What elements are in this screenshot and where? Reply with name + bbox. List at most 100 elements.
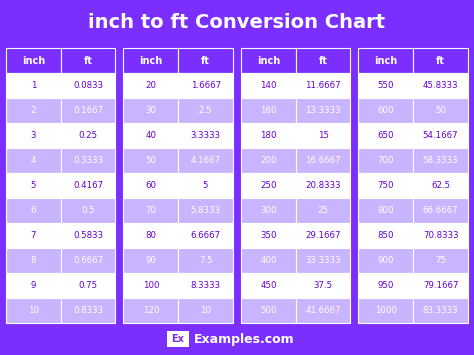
Bar — [358, 273, 413, 298]
Text: 80: 80 — [146, 231, 156, 240]
Text: ft: ft — [201, 55, 210, 66]
Text: 60: 60 — [146, 181, 156, 190]
Text: 850: 850 — [378, 231, 394, 240]
Text: 0.1667: 0.1667 — [73, 106, 103, 115]
Text: 0.8333: 0.8333 — [73, 306, 103, 315]
Bar — [358, 248, 413, 273]
Bar — [124, 273, 178, 298]
Bar — [178, 98, 233, 123]
Text: 6: 6 — [31, 206, 36, 215]
Text: 4.1667: 4.1667 — [191, 156, 221, 165]
Bar — [296, 148, 350, 173]
Text: 180: 180 — [260, 131, 277, 140]
Bar — [241, 123, 296, 148]
Bar — [124, 298, 178, 323]
Text: 66.6667: 66.6667 — [423, 206, 458, 215]
Text: 29.1667: 29.1667 — [305, 231, 341, 240]
Bar — [6, 148, 61, 173]
Text: 15: 15 — [318, 131, 328, 140]
Text: 450: 450 — [260, 281, 277, 290]
Bar — [61, 148, 116, 173]
Text: 33.3333: 33.3333 — [305, 256, 341, 265]
Bar — [124, 73, 178, 98]
Text: 950: 950 — [378, 281, 394, 290]
Text: 500: 500 — [260, 306, 277, 315]
Bar — [6, 223, 61, 248]
Text: Examples.com: Examples.com — [194, 333, 295, 345]
Text: inch to ft Conversion Chart: inch to ft Conversion Chart — [89, 12, 385, 32]
Bar — [61, 248, 116, 273]
Text: 5: 5 — [31, 181, 36, 190]
Bar — [167, 331, 189, 347]
Text: Ex: Ex — [172, 334, 184, 344]
Bar — [413, 248, 468, 273]
Bar — [178, 248, 233, 273]
Bar — [296, 173, 350, 198]
Bar — [61, 198, 116, 223]
Bar — [178, 148, 233, 173]
Text: 9: 9 — [31, 281, 36, 290]
Bar — [358, 298, 413, 323]
Text: 800: 800 — [378, 206, 394, 215]
Bar — [358, 223, 413, 248]
Text: 70: 70 — [146, 206, 156, 215]
Bar — [241, 223, 296, 248]
Text: 7: 7 — [31, 231, 36, 240]
Text: 79.1667: 79.1667 — [423, 281, 458, 290]
Text: 1.6667: 1.6667 — [191, 81, 221, 90]
Text: 90: 90 — [146, 256, 156, 265]
Bar — [241, 48, 296, 73]
Bar — [296, 223, 350, 248]
Bar — [6, 98, 61, 123]
Bar — [178, 298, 233, 323]
Bar — [296, 198, 350, 223]
Text: 5: 5 — [203, 181, 209, 190]
Text: 350: 350 — [260, 231, 277, 240]
Bar — [61, 123, 116, 148]
Text: 0.5833: 0.5833 — [73, 231, 103, 240]
Text: 600: 600 — [378, 106, 394, 115]
Bar — [178, 73, 233, 98]
Bar — [296, 48, 350, 73]
Text: 1000: 1000 — [375, 306, 397, 315]
Bar — [358, 148, 413, 173]
Bar — [6, 298, 61, 323]
Text: 13.3333: 13.3333 — [305, 106, 341, 115]
Text: 58.3333: 58.3333 — [423, 156, 458, 165]
Bar — [241, 73, 296, 98]
Text: inch: inch — [374, 55, 398, 66]
Text: 83.3333: 83.3333 — [423, 306, 458, 315]
Bar — [296, 298, 350, 323]
Text: ft: ft — [84, 55, 92, 66]
Bar — [6, 48, 61, 73]
Text: 2: 2 — [31, 106, 36, 115]
Text: 70.8333: 70.8333 — [423, 231, 458, 240]
Text: 2.5: 2.5 — [199, 106, 212, 115]
Bar — [124, 173, 178, 198]
Text: 700: 700 — [378, 156, 394, 165]
Bar — [178, 198, 233, 223]
Text: 200: 200 — [260, 156, 277, 165]
Bar — [124, 148, 178, 173]
Text: 0.75: 0.75 — [79, 281, 98, 290]
Bar — [241, 273, 296, 298]
Text: 25: 25 — [318, 206, 328, 215]
Text: 0.0833: 0.0833 — [73, 81, 103, 90]
Bar — [413, 298, 468, 323]
Text: 3.3333: 3.3333 — [191, 131, 221, 140]
Text: 0.5: 0.5 — [82, 206, 95, 215]
Text: 0.6667: 0.6667 — [73, 256, 103, 265]
Text: 30: 30 — [146, 106, 156, 115]
Text: inch: inch — [257, 55, 280, 66]
Bar — [241, 148, 296, 173]
Bar — [178, 48, 233, 73]
Bar — [413, 148, 468, 173]
Bar — [358, 198, 413, 223]
Bar — [358, 48, 413, 73]
Bar — [178, 173, 233, 198]
Text: 550: 550 — [378, 81, 394, 90]
Text: 100: 100 — [143, 281, 159, 290]
Bar — [124, 223, 178, 248]
Text: 16.6667: 16.6667 — [305, 156, 341, 165]
Bar — [413, 73, 468, 98]
